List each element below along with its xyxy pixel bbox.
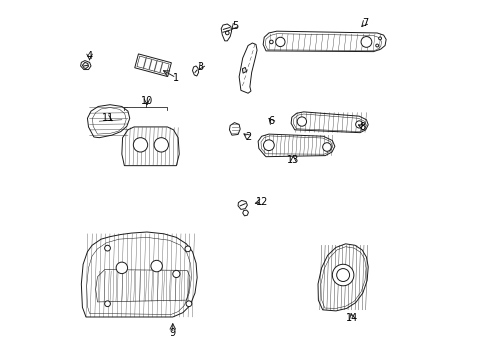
- Circle shape: [104, 301, 110, 307]
- Text: 14: 14: [345, 313, 358, 323]
- Circle shape: [322, 143, 330, 151]
- Polygon shape: [82, 62, 88, 68]
- Circle shape: [104, 245, 110, 251]
- Polygon shape: [239, 43, 257, 93]
- Polygon shape: [263, 31, 386, 51]
- Text: 5: 5: [231, 21, 238, 31]
- Text: 13: 13: [286, 155, 299, 165]
- Polygon shape: [317, 244, 367, 311]
- Circle shape: [360, 37, 371, 47]
- Polygon shape: [242, 67, 246, 73]
- Polygon shape: [192, 66, 198, 76]
- Bar: [137, 56, 169, 75]
- Circle shape: [151, 260, 162, 272]
- Text: 12: 12: [255, 197, 267, 207]
- Polygon shape: [81, 60, 91, 69]
- Polygon shape: [229, 123, 240, 135]
- Bar: [142, 57, 147, 69]
- Circle shape: [332, 264, 353, 286]
- Circle shape: [275, 37, 285, 46]
- Text: 1: 1: [173, 73, 179, 83]
- Circle shape: [269, 40, 273, 44]
- Text: 6: 6: [267, 116, 274, 126]
- Bar: [153, 60, 158, 72]
- Circle shape: [184, 246, 190, 252]
- Circle shape: [355, 121, 362, 128]
- Text: 9: 9: [169, 328, 176, 338]
- Circle shape: [133, 138, 147, 152]
- Circle shape: [154, 138, 168, 152]
- Circle shape: [172, 270, 180, 278]
- Circle shape: [185, 301, 191, 307]
- Circle shape: [378, 37, 381, 40]
- Polygon shape: [122, 127, 179, 166]
- Polygon shape: [221, 24, 231, 41]
- Bar: [148, 59, 152, 70]
- Text: 8: 8: [359, 122, 365, 132]
- Circle shape: [375, 44, 378, 47]
- Circle shape: [116, 262, 127, 274]
- Polygon shape: [258, 134, 334, 157]
- Polygon shape: [87, 105, 129, 138]
- Text: 11: 11: [102, 113, 114, 123]
- Text: 3: 3: [197, 62, 203, 72]
- Circle shape: [225, 31, 228, 35]
- Text: 2: 2: [244, 132, 251, 142]
- Text: 4: 4: [86, 51, 92, 61]
- Text: 10: 10: [141, 96, 153, 106]
- Bar: [135, 54, 171, 77]
- Polygon shape: [81, 232, 197, 317]
- Text: 7: 7: [361, 18, 367, 28]
- Polygon shape: [238, 201, 247, 210]
- Circle shape: [297, 117, 306, 126]
- Circle shape: [263, 140, 274, 150]
- Polygon shape: [290, 112, 367, 133]
- Polygon shape: [242, 210, 248, 216]
- Bar: [159, 62, 163, 73]
